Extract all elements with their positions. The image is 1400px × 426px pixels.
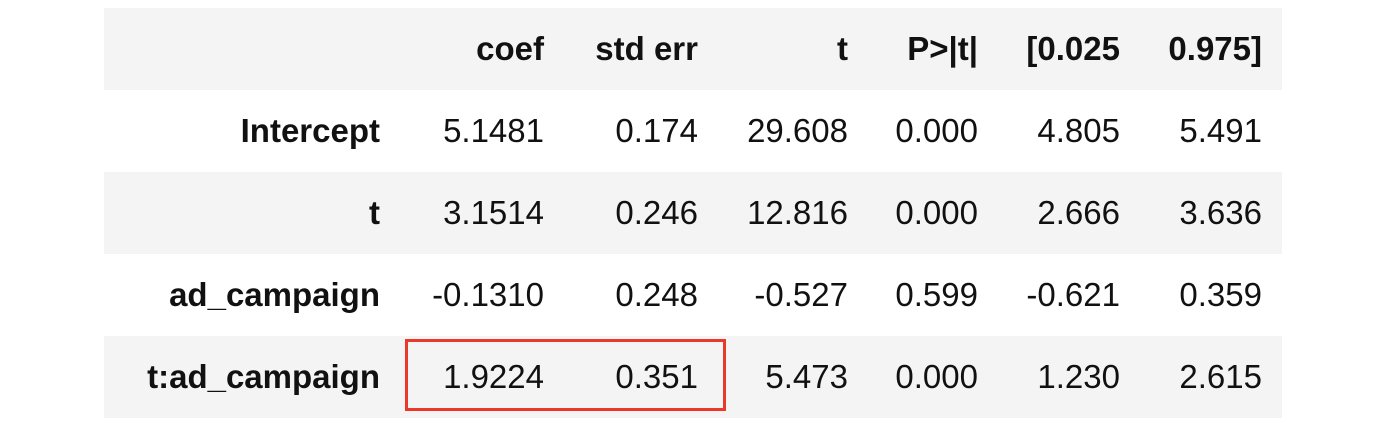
table-row: ad_campaign -0.1310 0.248 -0.527 0.599 -…	[104, 254, 1282, 336]
cell-p-value: 0.000	[868, 90, 998, 172]
cell-t: 12.816	[718, 172, 868, 254]
cell-ci-lower: -0.621	[998, 254, 1140, 336]
cell-std-err: 0.246	[564, 172, 718, 254]
regression-coefficients-table: coef std err t P>|t| [0.025 0.975] Inter…	[104, 8, 1282, 418]
header-ci-lower: [0.025	[998, 8, 1140, 90]
header-row: coef std err t P>|t| [0.025 0.975]	[104, 8, 1282, 90]
header-p-value: P>|t|	[868, 8, 998, 90]
table-body: Intercept 5.1481 0.174 29.608 0.000 4.80…	[104, 90, 1282, 418]
cell-ci-upper: 5.491	[1140, 90, 1282, 172]
cell-p-value: 0.000	[868, 336, 998, 418]
cell-std-err: 0.351	[564, 336, 718, 418]
cell-std-err: 0.248	[564, 254, 718, 336]
cell-coef: 3.1514	[400, 172, 564, 254]
header-coef: coef	[400, 8, 564, 90]
cell-ci-lower: 1.230	[998, 336, 1140, 418]
cell-coef: 1.9224	[400, 336, 564, 418]
header-label-column	[104, 8, 400, 90]
cell-p-value: 0.000	[868, 172, 998, 254]
cell-ci-lower: 2.666	[998, 172, 1140, 254]
row-label: t:ad_campaign	[104, 336, 400, 418]
cell-t: 5.473	[718, 336, 868, 418]
cell-std-err: 0.174	[564, 90, 718, 172]
cell-p-value: 0.599	[868, 254, 998, 336]
row-label: ad_campaign	[104, 254, 400, 336]
cell-ci-lower: 4.805	[998, 90, 1140, 172]
table-header: coef std err t P>|t| [0.025 0.975]	[104, 8, 1282, 90]
row-label: t	[104, 172, 400, 254]
cell-t: -0.527	[718, 254, 868, 336]
header-t: t	[718, 8, 868, 90]
row-label: Intercept	[104, 90, 400, 172]
cell-ci-upper: 3.636	[1140, 172, 1282, 254]
cell-ci-upper: 0.359	[1140, 254, 1282, 336]
table-row: Intercept 5.1481 0.174 29.608 0.000 4.80…	[104, 90, 1282, 172]
table-row: t:ad_campaign 1.9224 0.351 5.473 0.000 1…	[104, 336, 1282, 418]
header-std-err: std err	[564, 8, 718, 90]
cell-t: 29.608	[718, 90, 868, 172]
cell-coef: -0.1310	[400, 254, 564, 336]
header-ci-upper: 0.975]	[1140, 8, 1282, 90]
cell-ci-upper: 2.615	[1140, 336, 1282, 418]
cell-coef: 5.1481	[400, 90, 564, 172]
table-row: t 3.1514 0.246 12.816 0.000 2.666 3.636	[104, 172, 1282, 254]
